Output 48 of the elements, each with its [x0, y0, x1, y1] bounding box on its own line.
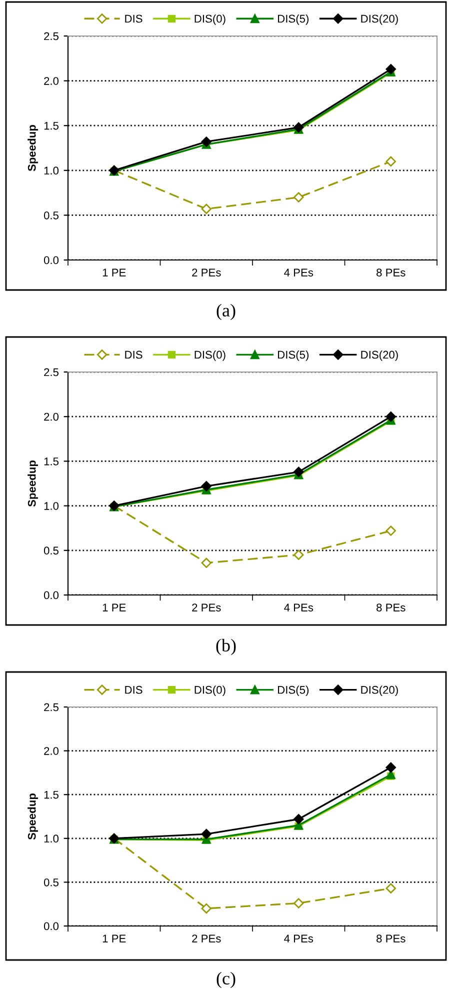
- y-tick-label: 2.0: [44, 77, 59, 85]
- legend-label: DIS: [125, 350, 142, 359]
- x-tick-label: 2 PEs: [192, 604, 221, 612]
- y-tick-label: 2.5: [44, 32, 59, 40]
- x-tick-label: 4 PEs: [284, 604, 314, 612]
- y-tick-label: 2.5: [44, 703, 59, 712]
- x-tick-label: 2 PEs: [192, 268, 221, 276]
- legend-label: DIS: [125, 686, 142, 694]
- y-axis-title: Speedup: [28, 793, 38, 840]
- legend-label: DIS(20): [361, 350, 398, 361]
- y-tick-label: 1.5: [44, 458, 59, 466]
- legend-label: DIS(0): [194, 350, 226, 361]
- y-tick-label: 2.0: [44, 412, 59, 421]
- text: (a): [216, 304, 236, 320]
- y-tick-label: 0.0: [44, 922, 59, 930]
- x-tick-label: 4 PEs: [284, 268, 314, 276]
- y-tick-label: 0.0: [44, 591, 59, 600]
- y-tick-label: 0.0: [44, 256, 59, 264]
- legend-label: DIS(5): [278, 14, 309, 25]
- y-tick-label: 0.5: [44, 878, 59, 886]
- x-tick-label: 8 PEs: [376, 604, 406, 612]
- y-tick-label: 1.5: [44, 790, 59, 799]
- x-tick-label: 2 PEs: [192, 934, 221, 942]
- y-tick-label: 2.0: [44, 747, 59, 755]
- y-axis-title: Speedup: [28, 124, 38, 172]
- x-tick-label: 8 PEs: [376, 268, 406, 276]
- y-tick-label: 0.5: [44, 211, 59, 220]
- y-tick-label: 1.0: [44, 834, 59, 843]
- x-tick-label: 1 PE: [102, 604, 126, 612]
- x-tick-label: 8 PEs: [376, 934, 406, 942]
- legend-label: DIS(20): [361, 686, 398, 696]
- x-tick-label: 1 PE: [102, 934, 126, 942]
- text: (c): [216, 972, 236, 988]
- legend-label: DIS: [125, 14, 142, 23]
- y-axis-title: Speedup: [28, 460, 38, 507]
- y-tick-label: 1.0: [44, 166, 59, 175]
- y-tick-label: 1.5: [44, 122, 59, 130]
- x-tick-label: 4 PEs: [284, 934, 314, 942]
- legend-label: DIS(0): [194, 686, 226, 696]
- y-tick-label: 2.5: [44, 368, 59, 376]
- x-tick-label: 1 PE: [102, 268, 126, 276]
- text: (b): [216, 638, 236, 656]
- y-tick-label: 0.5: [44, 546, 59, 555]
- y-tick-label: 1.0: [44, 502, 59, 510]
- legend-label: DIS(0): [194, 14, 226, 25]
- legend-label: DIS(20): [361, 14, 398, 25]
- legend-label: DIS(5): [278, 686, 309, 696]
- legend-label: DIS(5): [278, 350, 309, 361]
